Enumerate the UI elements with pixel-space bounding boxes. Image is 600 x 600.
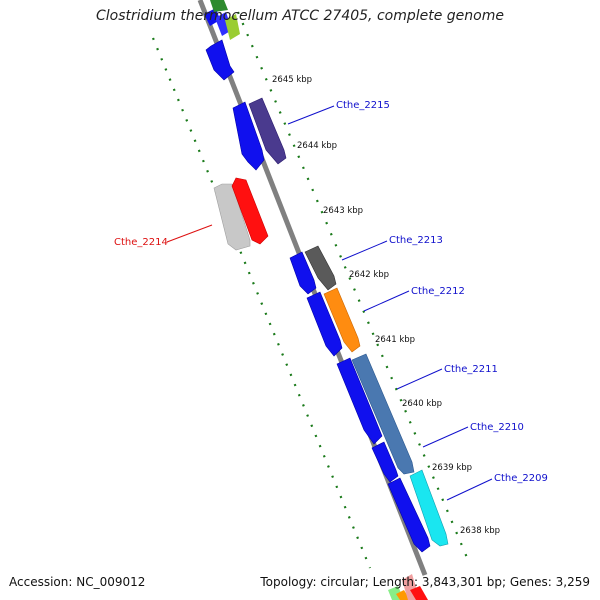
gene-arrow[interactable] — [205, 39, 235, 81]
gene-label-cthe-2215[interactable]: Cthe_2215 — [336, 100, 390, 111]
position-tick-label: 2643 kbp — [323, 206, 363, 216]
position-tick-label: 2645 kbp — [272, 75, 312, 85]
label-leader-line — [341, 240, 388, 261]
label-leader-line — [287, 105, 335, 125]
gene-arrow-blue-6[interactable] — [387, 477, 431, 553]
partial-feature-top-green[interactable] — [225, 14, 240, 40]
position-tick-label: 2639 kbp — [432, 463, 472, 473]
accession-label: Accession: NC_009012 — [9, 575, 146, 589]
gene-grey-pseudo[interactable] — [213, 183, 251, 251]
gene-label-cthe-2213[interactable]: Cthe_2213 — [389, 235, 443, 246]
gene-cthe-2214-arrow[interactable] — [231, 177, 269, 245]
genome-summary: Topology: circular; Length: 3,843,301 bp… — [260, 575, 590, 589]
label-leader-line — [422, 426, 469, 448]
gene-cthe-2209-arrow[interactable] — [409, 469, 449, 547]
position-tick-label: 2638 kbp — [460, 526, 500, 536]
gene-arrow-blue-4[interactable] — [336, 357, 383, 445]
gene-label-cthe-2210[interactable]: Cthe_2210 — [470, 422, 524, 433]
gene-label-cthe-2214[interactable]: Cthe_2214 — [114, 237, 168, 248]
position-tick-label: 2641 kbp — [375, 335, 415, 345]
label-leader-line — [363, 290, 410, 312]
partial-feature-bottom[interactable] — [388, 574, 428, 600]
gene-arrow-blue-5[interactable] — [371, 441, 399, 483]
gene-cthe-2215-arrow[interactable] — [232, 101, 265, 171]
outer-tick-ring — [151, 37, 372, 569]
label-leader-line — [446, 478, 493, 501]
position-tick-label: 2644 kbp — [297, 141, 337, 151]
position-tick-label: 2642 kbp — [349, 270, 389, 280]
gene-cthe-2211-arrow[interactable] — [351, 353, 415, 475]
gene-arrow-blue-2[interactable] — [289, 251, 317, 295]
label-leader-line — [396, 368, 443, 390]
gene-arrow-blue-3[interactable] — [306, 291, 343, 357]
gene-cthe-2212-arrow[interactable] — [323, 287, 361, 353]
gene-label-cthe-2212[interactable]: Cthe_2212 — [411, 286, 465, 297]
gene-label-cthe-2211[interactable]: Cthe_2211 — [444, 364, 498, 375]
map-title: Clostridium thermocellum ATCC 27405, com… — [96, 8, 504, 24]
partial-feature-top-darkgreen[interactable] — [210, 0, 228, 12]
gene-arrow-purple[interactable] — [248, 97, 287, 165]
position-tick-label: 2640 kbp — [402, 399, 442, 409]
gene-cthe-2213-arrow[interactable] — [304, 245, 337, 291]
label-leader-line — [166, 224, 213, 243]
partial-feature-top-1[interactable] — [204, 8, 220, 26]
gene-label-cthe-2209[interactable]: Cthe_2209 — [494, 473, 548, 484]
